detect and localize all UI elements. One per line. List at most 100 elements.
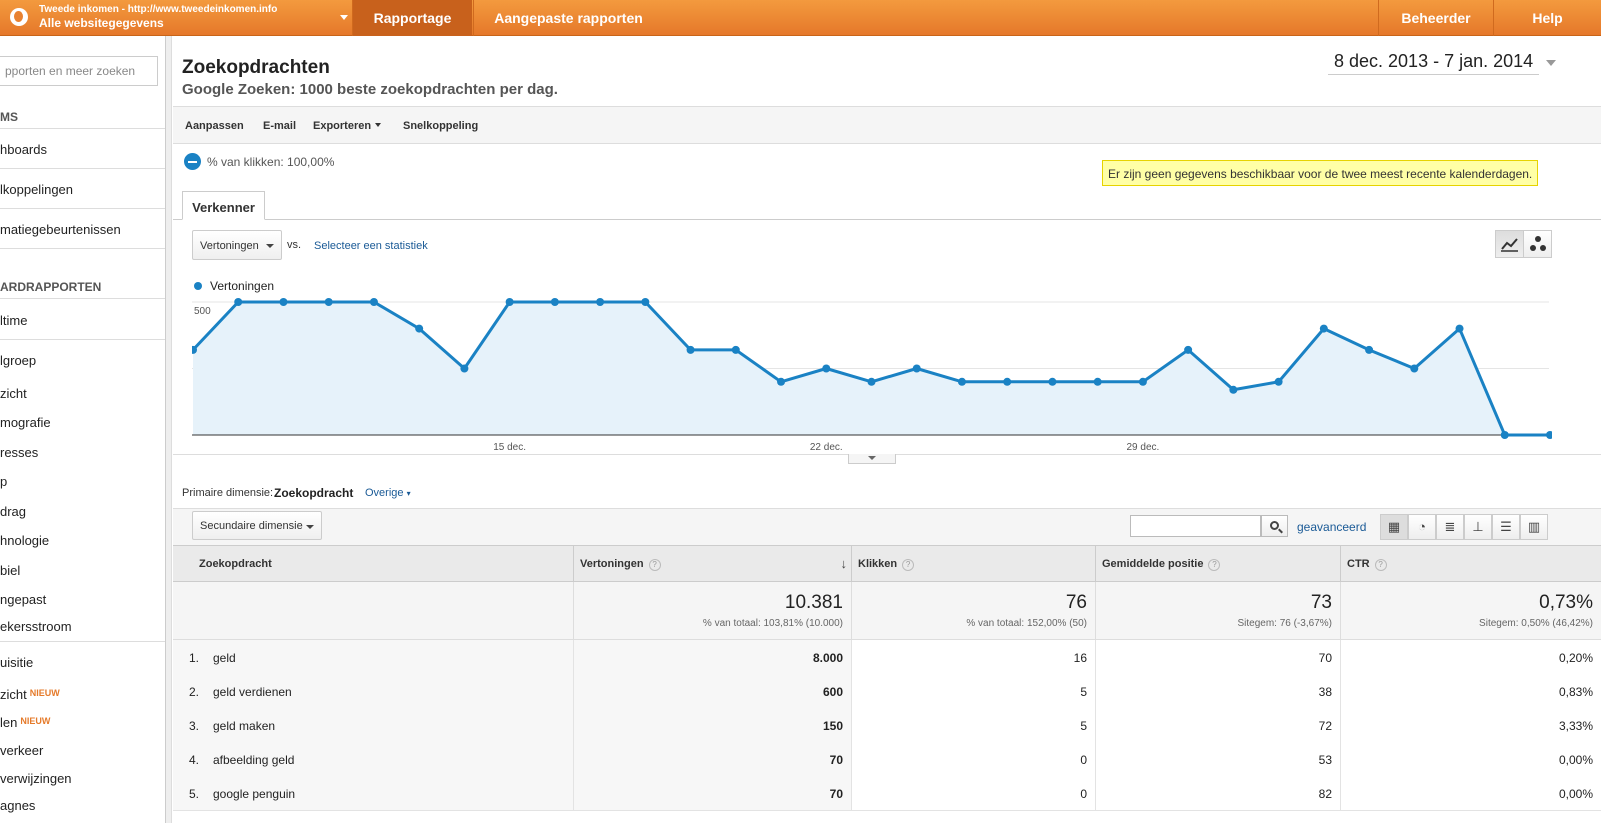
sidebar-item-geo[interactable]: p (0, 474, 8, 489)
grid-icon: ▦ (1387, 519, 1401, 534)
comparison-view-button[interactable]: ⊥ (1464, 514, 1492, 540)
tab-custom-reports[interactable]: Aangepaste rapporten (473, 0, 663, 36)
tab-explorer[interactable]: Verkenner (182, 191, 265, 220)
sidebar-item-acquisition[interactable]: uisitie (0, 655, 165, 670)
sidebar-item-intelligence-events[interactable]: matiegebeurtenissen (0, 222, 121, 237)
impressions-cell: 600 (573, 674, 851, 708)
divider (0, 208, 165, 209)
x-tick-label: 15 dec. (493, 442, 526, 453)
vs-label: vs. (287, 239, 302, 251)
chevron-down-icon[interactable] (1546, 60, 1556, 66)
shortcut-button[interactable]: Snelkoppeling (403, 120, 479, 132)
email-button[interactable]: E-mail (263, 120, 297, 132)
new-badge: NIEUW (20, 716, 51, 726)
sidebar-search-input[interactable]: pporten en meer zoeken (0, 56, 158, 86)
sidebar-item-custom[interactable]: ngepast (0, 592, 47, 607)
sidebar-item-demographics[interactable]: mografie (0, 415, 51, 430)
data-point (1274, 377, 1283, 386)
primary-dimension-query[interactable]: Zoekopdracht (274, 486, 354, 500)
column-header-ctr[interactable]: CTR? (1340, 546, 1601, 583)
data-point (641, 298, 650, 306)
sidebar-item-channels[interactable]: len NIEUW (0, 715, 165, 730)
column-label: Klikken (858, 558, 898, 570)
query-link[interactable]: afbeelding geld (213, 753, 295, 767)
table-search-button[interactable] (1261, 515, 1288, 537)
data-point (234, 298, 243, 306)
query-cell: 4. afbeelding geld (173, 742, 573, 776)
row-number: 4. (189, 753, 200, 767)
column-label: CTR (1347, 558, 1370, 570)
column-header-query[interactable]: Zoekopdracht (199, 558, 272, 570)
secondary-dimension-label: Secundaire dimensie (200, 520, 303, 532)
export-button[interactable]: Exporteren (313, 120, 382, 132)
impressions-cell: 150 (573, 708, 851, 742)
term-cloud-view-button[interactable]: ☰ (1492, 514, 1520, 540)
chevron-down-icon: ▾ (406, 489, 411, 498)
sidebar-item-behavior[interactable]: drag (0, 504, 27, 519)
sidebar-item-overview[interactable]: zicht (0, 386, 27, 401)
query-cell: 1. geld (173, 640, 573, 674)
data-point (415, 324, 424, 333)
column-header-clicks[interactable]: Klikken? (851, 546, 1095, 583)
table-view-button[interactable]: ▦ (1380, 514, 1408, 540)
data-point (1048, 377, 1057, 386)
sidebar-item-referrals[interactable]: verwijzingen (0, 771, 165, 786)
help-icon[interactable]: ? (1208, 559, 1221, 571)
sidebar-item-shortcuts[interactable]: lkoppelingen (0, 182, 74, 197)
sidebar-item-label: verkeer (0, 743, 44, 758)
chart: Vertoningen 50025015 dec.22 dec.29 dec. (189, 268, 1554, 468)
sidebar-item-realtime[interactable]: ltime (0, 313, 28, 328)
sidebar-item-visitor-flow[interactable]: ekersstroom (0, 619, 72, 634)
performance-view-button[interactable]: ≣ (1436, 514, 1464, 540)
query-link[interactable]: geld maken (213, 719, 276, 733)
column-header-avg-position[interactable]: Gemiddelde positie? (1095, 546, 1340, 583)
sidebar-item-traffic[interactable]: verkeer (0, 743, 165, 758)
sidebar-item-technology[interactable]: hnologie (0, 533, 50, 548)
secondary-dimension-select[interactable]: Secundaire dimensie (192, 511, 322, 540)
tab-help[interactable]: Help (1493, 0, 1601, 36)
segment-icon[interactable] (184, 153, 201, 170)
sidebar-resize-handle[interactable] (166, 36, 172, 823)
sidebar-item-label: len (0, 715, 18, 730)
chevron-down-icon (306, 525, 314, 529)
comparison-icon: ⊥ (1472, 519, 1484, 534)
metric-select[interactable]: Vertoningen (192, 230, 282, 260)
sidebar-item-dashboards[interactable]: hboards (0, 142, 47, 157)
column-header-impressions[interactable]: Vertoningen? ↓ (573, 546, 851, 583)
sidebar-item-acquisition-overview[interactable]: zicht NIEUW (0, 687, 165, 702)
pie-view-button[interactable]: ◔ (1408, 514, 1436, 540)
data-point (1365, 345, 1374, 354)
line-chart-toggle[interactable] (1495, 230, 1524, 258)
select-metric-link[interactable]: Selecteer een statistiek (314, 240, 428, 252)
sidebar-item-label: verwijzingen (0, 771, 72, 786)
query-link[interactable]: geld (213, 651, 236, 665)
account-selector[interactable]: Tweede inkomen - http://www.tweedeinkome… (0, 0, 358, 36)
divider (0, 248, 165, 249)
table-search-input[interactable] (1130, 515, 1261, 537)
sidebar-item-mobile[interactable]: biel (0, 563, 21, 578)
divider (0, 339, 165, 340)
motion-chart-toggle[interactable] (1523, 230, 1552, 258)
data-point (777, 377, 786, 386)
pivot-view-button[interactable]: ▥ (1520, 514, 1548, 540)
impressions-cell: 70 (573, 742, 851, 776)
sidebar-item-interests[interactable]: resses (0, 445, 39, 460)
collapse-chart-handle[interactable] (848, 454, 896, 464)
help-icon[interactable]: ? (902, 559, 915, 571)
advanced-filter-link[interactable]: geavanceerd (1297, 520, 1367, 534)
query-link[interactable]: geld verdienen (213, 685, 292, 699)
legend-swatch (194, 282, 202, 290)
sidebar-item-audience[interactable]: lgroep (0, 353, 37, 368)
date-range-picker[interactable]: 8 dec. 2013 - 7 jan. 2014 (1328, 49, 1540, 75)
sidebar-item-campaigns[interactable]: agnes (0, 798, 165, 813)
other-dimension-link[interactable]: Overige ▾ (365, 487, 411, 499)
total-impressions: 10.381 % van totaal: 103,81% (10.000) (573, 582, 851, 640)
tab-reporting[interactable]: Rapportage (352, 0, 472, 36)
customize-button[interactable]: Aanpassen (185, 120, 244, 132)
help-icon[interactable]: ? (1374, 559, 1387, 571)
tab-admin[interactable]: Beheerder (1378, 0, 1493, 36)
help-icon[interactable]: ? (648, 559, 661, 571)
x-tick-label: 22 dec. (810, 442, 843, 453)
position-cell: 82 (1095, 776, 1340, 810)
query-link[interactable]: google penguin (213, 787, 296, 801)
